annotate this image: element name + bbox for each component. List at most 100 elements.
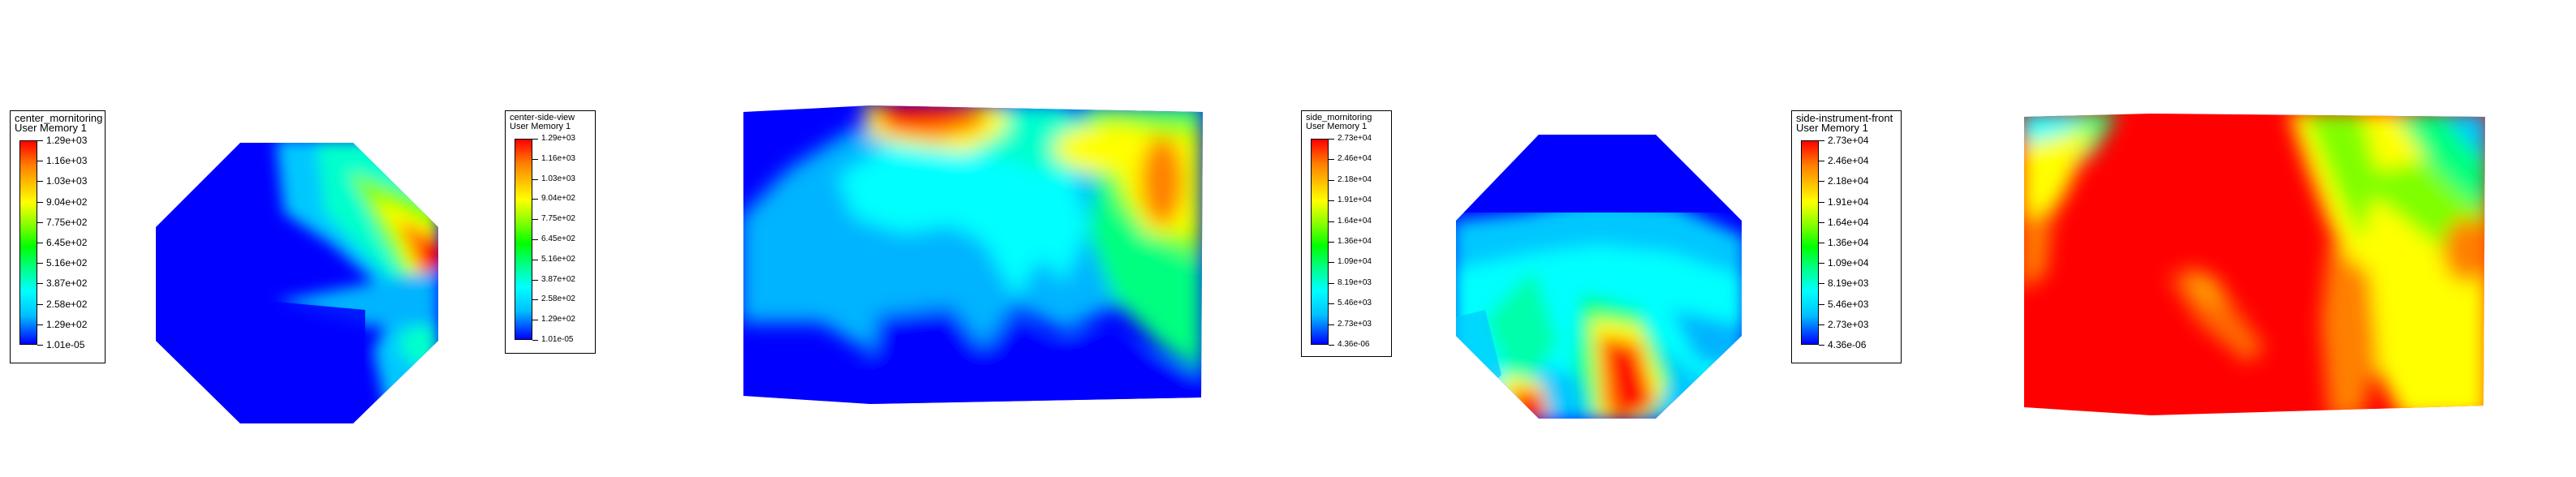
legend-tick-label: 1.36e+04 bbox=[1828, 237, 1869, 248]
legend-tick-label: 3.87e+02 bbox=[46, 277, 88, 290]
legend-tick-mark bbox=[37, 345, 43, 346]
legend-tick-label: 1.64e+04 bbox=[1338, 216, 1372, 226]
color-legend-side-instrument-front: side-instrument-front User Memory 1 2.73… bbox=[1791, 110, 1902, 363]
legend-tick-mark bbox=[1819, 263, 1824, 264]
legend-tick-mark bbox=[1329, 159, 1334, 161]
legend-tick-mark bbox=[37, 283, 43, 285]
legend-tick-mark bbox=[1329, 139, 1334, 140]
contour-plot-center-monitoring bbox=[154, 140, 438, 425]
legend-tick-mark bbox=[532, 279, 538, 281]
legend-title-variable: User Memory 1 bbox=[15, 122, 87, 134]
legend-tick-mark bbox=[1819, 221, 1824, 223]
legend-tick-mark bbox=[532, 139, 538, 140]
legend-ticks: 1.29e+03 1.16e+03 1.03e+03 9.04e+02 7.75e+02… bbox=[506, 111, 595, 353]
legend-tick-label: 1.03e+03 bbox=[541, 174, 575, 183]
legend-tick-label: 2.73e+04 bbox=[1338, 134, 1372, 143]
legend-tick-label: 2.18e+04 bbox=[1338, 174, 1372, 184]
legend-tick-mark bbox=[37, 201, 43, 203]
legend-tick-mark bbox=[1329, 262, 1334, 264]
legend-ticks: 2.73e+04 2.46e+04 2.18e+04 1.91e+04 1.64e+04… bbox=[1792, 111, 1901, 363]
legend-tick-label: 2.46e+04 bbox=[1338, 154, 1372, 164]
legend-tick-label: 1.03e+03 bbox=[46, 175, 88, 187]
legend-tick-label: 1.36e+04 bbox=[1338, 237, 1372, 246]
legend-tick-mark bbox=[532, 178, 538, 180]
legend-title-name: center-side-view bbox=[510, 113, 575, 122]
legend-tick-label: 1.29e+03 bbox=[46, 135, 88, 146]
legend-tick-label: 1.09e+04 bbox=[1338, 257, 1372, 267]
legend-title: center-side-view User Memory 1 bbox=[510, 114, 575, 131]
legend-tick-mark bbox=[1329, 324, 1334, 325]
contour-plot-side-instrument-front bbox=[2021, 112, 2488, 419]
legend-tick-label: 8.19e+03 bbox=[1338, 277, 1372, 287]
legend-tick-mark bbox=[1329, 345, 1334, 346]
legend-ticks: 2.73e+04 2.46e+04 2.18e+04 1.91e+04 1.64e+04… bbox=[1302, 111, 1391, 356]
legend-tick-mark bbox=[1329, 179, 1334, 181]
legend-title: side-instrument-front User Memory 1 bbox=[1796, 112, 1893, 134]
legend-ticks: 1.29e+03 1.16e+03 1.03e+03 9.04e+02 7.75e+02… bbox=[11, 111, 105, 363]
color-legend-center-monitoring: center_mornitoring User Memory 1 1.29e+0… bbox=[10, 110, 106, 363]
legend-tick-mark bbox=[1819, 324, 1824, 325]
legend-tick-mark bbox=[1329, 303, 1334, 305]
legend-tick-label: 1.29e+02 bbox=[46, 318, 88, 330]
legend-tick-label: 5.46e+03 bbox=[1338, 299, 1372, 308]
legend-tick-mark bbox=[37, 140, 43, 141]
legend-tick-label: 5.46e+03 bbox=[1828, 298, 1869, 310]
legend-tick-label: 5.16e+02 bbox=[46, 257, 88, 269]
legend-color-bar bbox=[1311, 139, 1329, 345]
color-legend-center-side-view: center-side-view User Memory 1 1.29e+03 1… bbox=[505, 110, 596, 354]
legend-tick-label: 9.04e+02 bbox=[541, 194, 575, 204]
legend-tick-mark bbox=[1329, 282, 1334, 284]
legend-tick-mark bbox=[532, 158, 538, 160]
contour-plot-side-monitoring bbox=[1453, 131, 1745, 420]
legend-tick-mark bbox=[532, 340, 538, 341]
legend-tick-label: 2.58e+02 bbox=[46, 298, 88, 310]
legend-tick-label: 2.73e+03 bbox=[1828, 318, 1869, 330]
legend-tick-mark bbox=[532, 219, 538, 221]
color-legend-side-monitoring: side_mornitoring User Memory 1 2.73e+04 2… bbox=[1301, 110, 1392, 357]
legend-tick-label: 1.01e-05 bbox=[46, 339, 85, 350]
legend-tick-label: 2.73e+04 bbox=[1828, 135, 1869, 146]
legend-tick-mark bbox=[37, 181, 43, 183]
legend-color-bar bbox=[515, 139, 532, 340]
legend-title-name: side-instrument-front bbox=[1796, 112, 1893, 124]
legend-tick-label: 1.29e+02 bbox=[541, 315, 575, 324]
legend-tick-mark bbox=[37, 303, 43, 305]
legend-tick-mark bbox=[37, 221, 43, 223]
legend-title-variable: User Memory 1 bbox=[510, 122, 571, 131]
legend-tick-mark bbox=[37, 324, 43, 325]
legend-tick-label: 5.16e+02 bbox=[541, 254, 575, 264]
legend-title-name: center_mornitoring bbox=[15, 112, 103, 124]
legend-color-bar bbox=[19, 140, 37, 345]
legend-tick-label: 1.64e+04 bbox=[1828, 216, 1869, 228]
legend-tick-mark bbox=[1329, 242, 1334, 243]
legend-tick-label: 6.45e+02 bbox=[46, 237, 88, 248]
legend-tick-mark bbox=[1819, 201, 1824, 203]
legend-tick-label: 2.46e+04 bbox=[1828, 155, 1869, 167]
legend-tick-mark bbox=[532, 199, 538, 200]
legend-tick-mark bbox=[532, 239, 538, 240]
legend-tick-label: 1.91e+04 bbox=[1338, 196, 1372, 205]
legend-tick-label: 8.19e+03 bbox=[1828, 277, 1869, 290]
legend-tick-mark bbox=[1819, 283, 1824, 285]
legend-title: center_mornitoring User Memory 1 bbox=[15, 112, 103, 134]
legend-tick-label: 1.16e+03 bbox=[46, 155, 88, 167]
legend-tick-label: 7.75e+02 bbox=[541, 214, 575, 224]
legend-tick-mark bbox=[1819, 140, 1824, 141]
legend-tick-label: 4.36e-06 bbox=[1338, 340, 1370, 349]
legend-tick-mark bbox=[1819, 345, 1824, 346]
legend-tick-mark bbox=[1329, 200, 1334, 202]
legend-tick-label: 4.36e-06 bbox=[1828, 339, 1867, 350]
legend-tick-label: 6.45e+02 bbox=[541, 234, 575, 243]
legend-tick-label: 9.04e+02 bbox=[46, 196, 88, 208]
legend-tick-mark bbox=[1329, 221, 1334, 222]
legend-title-name: side_mornitoring bbox=[1306, 113, 1372, 122]
legend-title: side_mornitoring User Memory 1 bbox=[1306, 114, 1372, 131]
legend-tick-label: 1.16e+03 bbox=[541, 153, 575, 163]
legend-title-variable: User Memory 1 bbox=[1796, 122, 1868, 134]
legend-tick-label: 3.87e+02 bbox=[541, 274, 575, 284]
legend-tick-mark bbox=[37, 263, 43, 264]
legend-tick-mark bbox=[1819, 303, 1824, 305]
legend-tick-label: 7.75e+02 bbox=[46, 216, 88, 228]
legend-tick-mark bbox=[1819, 181, 1824, 183]
contour-plot-center-side-view bbox=[740, 104, 1203, 404]
